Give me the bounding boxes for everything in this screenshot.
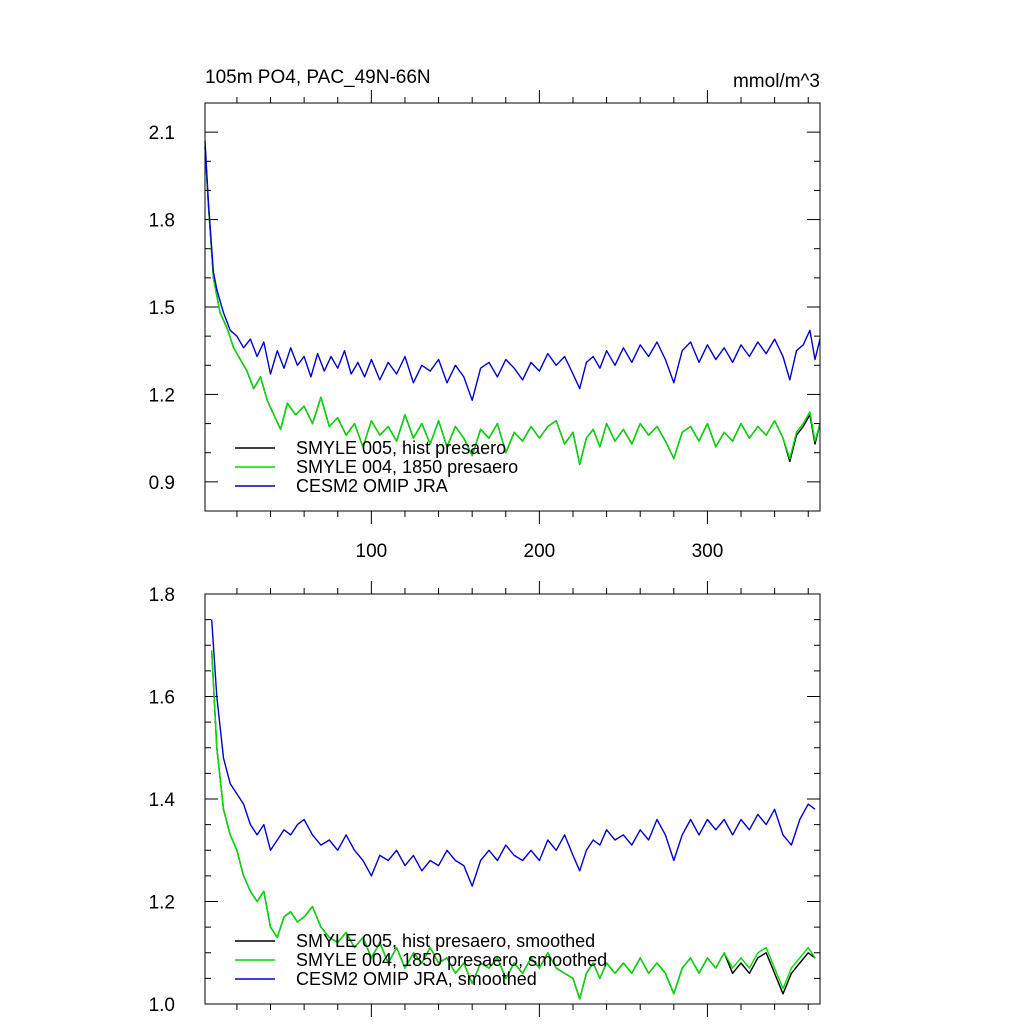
y-tick-label: 1.8	[149, 211, 175, 232]
legend-label-3: CESM2 OMIP JRA, smoothed	[296, 969, 537, 989]
legend-label-2: SMYLE 004, 1850 presaero, smoothed	[296, 950, 607, 970]
x-tick-label: 200	[524, 541, 556, 562]
series-line-2	[211, 650, 816, 1000]
legend-label-3: CESM2 OMIP JRA	[296, 476, 448, 496]
y-tick-label: 1.8	[149, 585, 175, 606]
bottom-panel-frame	[204, 593, 821, 1005]
series-line-1	[204, 146, 821, 466]
legend-label-1: SMYLE 005, hist presaero, smoothed	[296, 931, 595, 951]
top-panel-frame	[204, 102, 821, 512]
y-tick-label: 1.0	[149, 995, 175, 1016]
x-tick-label: 100	[356, 541, 388, 562]
bottom-panel-ticks: 1.0 1.2 1.4 1.6 1.8	[149, 581, 820, 1017]
bottom-panel: 1.0 1.2 1.4 1.6 1.8 SMYLE 005, hist presaero…	[149, 581, 821, 1017]
x-tick-label: 300	[692, 541, 724, 562]
y-tick-label: 1.2	[149, 385, 175, 406]
top-panel-ticks: 0.9 1.2 1.5 1.8 2.1 100 200 300	[149, 90, 820, 562]
bottom-panel-series	[211, 619, 816, 1000]
top-panel-units: mmol/m^3	[733, 71, 820, 92]
y-tick-label: 1.6	[149, 688, 175, 709]
top-panel-title: 105m PO4, PAC_49N-66N	[205, 67, 431, 88]
y-tick-label: 1.5	[149, 298, 175, 319]
top-panel-series	[204, 140, 821, 466]
y-tick-label: 0.9	[149, 473, 175, 494]
bottom-panel-legend: SMYLE 005, hist presaero, smoothedSMYLE …	[235, 931, 607, 989]
series-line-2	[204, 146, 821, 466]
y-tick-label: 1.4	[149, 790, 176, 811]
top-panel: 105m PO4, PAC_49N-66N mmol/m^3 0.9 1.2 1.5…	[149, 67, 821, 562]
y-tick-label: 2.1	[149, 123, 175, 144]
series-line-3	[211, 619, 816, 887]
legend-label-1: SMYLE 005, hist presaero	[296, 438, 506, 458]
y-tick-label: 1.2	[149, 893, 175, 914]
series-line-3	[204, 140, 821, 401]
legend-label-2: SMYLE 004, 1850 presaero	[296, 457, 518, 477]
